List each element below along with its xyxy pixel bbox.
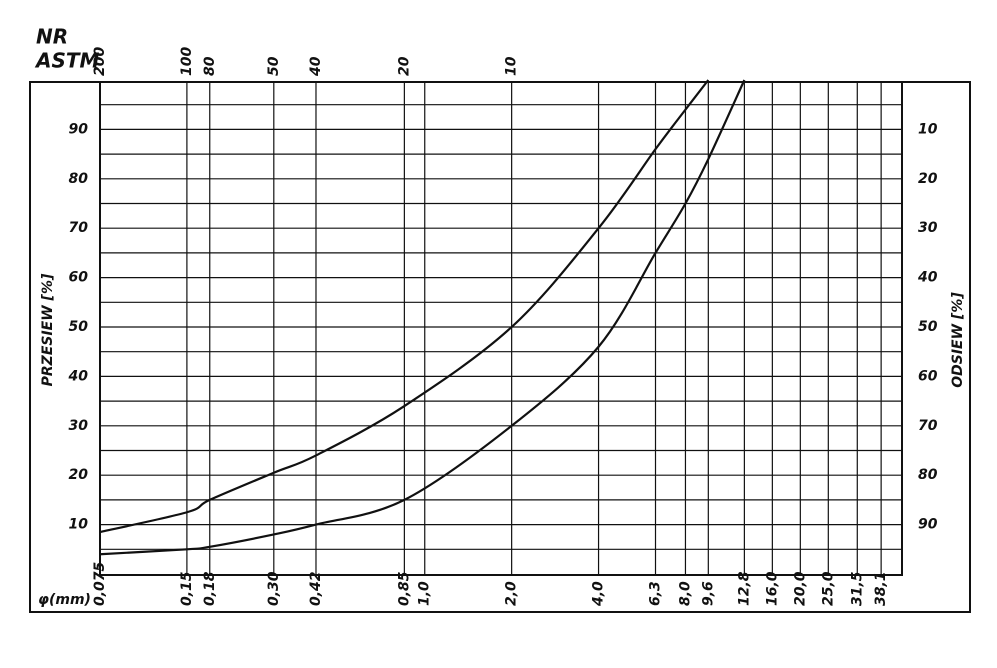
header-nr: NR (36, 25, 68, 49)
x-tick-label: 0,42 (308, 571, 324, 606)
x-tick-label: 0,85 (396, 571, 412, 606)
x-tick-label: 31,5 (849, 571, 865, 606)
x2-tick-label: 100 (179, 47, 195, 76)
x-tick-label: 6,3 (648, 581, 664, 606)
y-tick-label: 50 (69, 319, 89, 335)
y-axis-label: PRZESIEW [%] (40, 273, 56, 386)
y2-tick-label: 10 (918, 121, 938, 137)
x-axis-label: φ(mm) (38, 592, 91, 608)
x2-tick-label: 50 (266, 56, 282, 76)
x-tick-label: 0,075 (92, 561, 108, 606)
y2-tick-label: 50 (918, 319, 938, 335)
y2-tick-label: 60 (918, 368, 938, 384)
x-tick-label: 0,15 (179, 571, 195, 606)
x-tick-label: 25,0 (820, 571, 836, 606)
y-tick-label: 60 (69, 270, 89, 286)
x2-tick-label: 20 (396, 56, 412, 76)
y2-tick-label: 20 (918, 171, 938, 187)
y2-tick-label: 90 (918, 517, 938, 533)
x-tick-label: 1,0 (417, 581, 433, 606)
x-tick-label: 4,0 (591, 581, 607, 607)
x-tick-label: 12,8 (736, 571, 752, 606)
y2-axis-label: ODSIEW [%] (950, 292, 966, 388)
x-tick-label: 8,0 (677, 581, 693, 606)
y2-tick-label: 30 (918, 220, 938, 236)
header-astm: ASTM (34, 49, 100, 73)
y-tick-label: 40 (68, 368, 89, 384)
x-tick-label: 38,1 (873, 571, 889, 606)
x2-tick-label: 200 (92, 47, 108, 76)
outer-frame (29, 81, 971, 613)
x-tick-label: 0,30 (266, 571, 282, 606)
grading-curve (99, 79, 746, 556)
x-tick-label: 9,6 (700, 581, 716, 606)
x2-tick-label: 80 (202, 56, 218, 76)
y-tick-label: 80 (69, 171, 89, 187)
y-tick-label: 70 (69, 220, 89, 236)
x-tick-label: 0,18 (202, 571, 218, 606)
y2-tick-label: 80 (918, 467, 938, 483)
x-tick-label: 16,0 (764, 571, 780, 606)
y-tick-label: 90 (69, 121, 89, 137)
x2-tick-label: 40 (308, 56, 324, 77)
plot-frame (99, 81, 903, 576)
y-tick-label: 10 (69, 517, 89, 533)
grading-curve (99, 79, 710, 534)
x-tick-label: 20,0 (792, 571, 808, 606)
y-tick-label: 20 (69, 467, 89, 483)
y-tick-label: 30 (69, 418, 89, 434)
x2-tick-label: 10 (504, 56, 520, 76)
y2-tick-label: 70 (918, 418, 938, 434)
y2-tick-label: 40 (917, 270, 938, 286)
x-tick-label: 2,0 (504, 581, 520, 606)
